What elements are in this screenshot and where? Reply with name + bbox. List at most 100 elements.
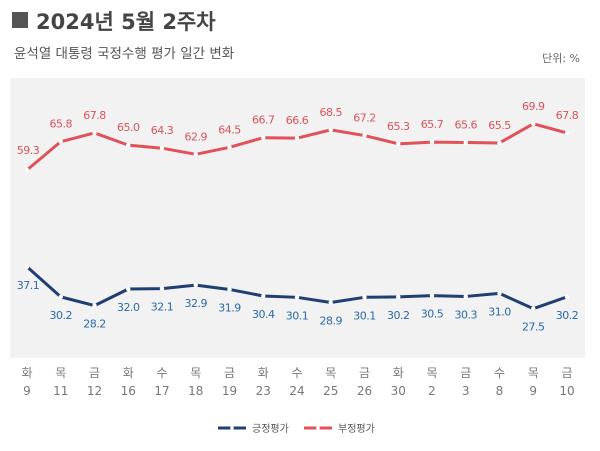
data-point xyxy=(429,293,435,298)
data-point xyxy=(159,146,165,151)
data-label: 31.9 xyxy=(218,301,241,314)
data-label: 30.4 xyxy=(252,308,275,321)
x-tick-day: 수 xyxy=(494,366,505,380)
data-label: 64.5 xyxy=(218,123,241,136)
data-point xyxy=(92,130,97,136)
data-point xyxy=(429,139,435,145)
x-tick-day: 금 xyxy=(460,366,471,380)
x-tick-date: 25 xyxy=(323,384,338,398)
data-label: 65.6 xyxy=(455,119,478,132)
data-label: 37.1 xyxy=(17,279,40,292)
x-tick-date: 8 xyxy=(496,384,504,398)
data-label: 64.3 xyxy=(151,124,174,137)
data-label: 65.3 xyxy=(387,120,410,133)
x-tick-day: 목 xyxy=(528,366,539,380)
x-tick-date: 24 xyxy=(289,384,304,398)
x-tick-date: 9 xyxy=(23,384,31,398)
data-point xyxy=(193,282,198,288)
data-label: 59.3 xyxy=(17,144,40,157)
data-point xyxy=(328,300,333,305)
x-tick-date: 16 xyxy=(121,384,136,398)
data-point xyxy=(159,286,165,291)
data-label: 67.8 xyxy=(83,109,106,122)
data-point xyxy=(227,287,232,292)
data-label: 32.1 xyxy=(151,301,174,314)
data-point xyxy=(24,167,30,173)
data-point xyxy=(564,294,570,300)
data-point xyxy=(564,130,570,136)
data-point xyxy=(463,140,468,145)
data-label: 30.2 xyxy=(387,309,410,322)
x-tick-date: 17 xyxy=(154,384,169,398)
data-point xyxy=(294,295,300,300)
plot-area xyxy=(10,78,585,358)
data-label: 68.5 xyxy=(320,106,343,119)
x-tick-day: 목 xyxy=(325,366,336,380)
data-label: 65.7 xyxy=(421,118,444,131)
data-point xyxy=(227,145,232,150)
data-label: 66.6 xyxy=(286,114,309,127)
data-point xyxy=(328,127,333,133)
data-point xyxy=(396,141,401,147)
data-point xyxy=(24,264,30,269)
data-label: 30.2 xyxy=(50,309,73,322)
data-point xyxy=(261,293,266,299)
data-label: 67.8 xyxy=(556,109,579,122)
x-tick-day: 수 xyxy=(156,366,167,380)
legend-label: 긍정평가 xyxy=(252,423,289,435)
data-label: 30.3 xyxy=(455,308,478,321)
title-square-icon xyxy=(12,12,28,28)
data-point xyxy=(362,295,367,300)
data-label: 32.0 xyxy=(117,301,140,314)
data-point xyxy=(362,133,367,138)
data-label: 65.5 xyxy=(488,119,511,132)
data-point xyxy=(531,306,536,311)
x-tick-date: 19 xyxy=(222,384,237,398)
legend: 긍정평가 부정평가 xyxy=(218,423,375,435)
x-tick-date: 9 xyxy=(529,384,537,398)
data-label: 67.2 xyxy=(353,112,376,125)
data-point xyxy=(294,135,300,141)
data-label: 28.9 xyxy=(320,315,343,328)
x-tick-day: 금 xyxy=(561,366,572,380)
x-tick-day: 금 xyxy=(359,366,370,380)
data-point xyxy=(261,135,266,140)
legend-label: 부정평가 xyxy=(338,423,375,435)
x-tick-day: 수 xyxy=(291,366,302,380)
data-label: 32.9 xyxy=(185,297,208,310)
x-tick-date: 12 xyxy=(87,384,102,398)
data-label: 28.2 xyxy=(83,318,106,331)
data-point xyxy=(497,140,502,146)
data-label: 65.0 xyxy=(117,121,140,134)
x-tick-day: 화 xyxy=(393,366,404,380)
data-point xyxy=(463,294,468,299)
x-tick-day: 화 xyxy=(258,366,269,380)
x-tick-day: 목 xyxy=(55,366,66,380)
data-point xyxy=(497,291,502,296)
data-label: 30.2 xyxy=(556,309,579,322)
data-point xyxy=(58,139,63,144)
data-label: 69.9 xyxy=(522,100,545,113)
data-label: 30.5 xyxy=(421,308,444,321)
data-label: 30.1 xyxy=(286,309,309,322)
x-tick-day: 목 xyxy=(190,366,201,380)
data-label: 62.9 xyxy=(185,130,208,143)
x-tick-date: 2 xyxy=(428,384,436,398)
x-tick-date: 30 xyxy=(391,384,406,398)
data-label: 27.5 xyxy=(522,321,545,334)
data-label: 30.1 xyxy=(353,309,376,322)
data-point xyxy=(531,121,536,126)
x-tick-date: 18 xyxy=(188,384,203,398)
data-point xyxy=(58,294,63,300)
legend-swatch-dot xyxy=(316,426,320,430)
x-tick-date: 10 xyxy=(559,384,574,398)
x-tick-date: 23 xyxy=(256,384,271,398)
unit-label: 단위: % xyxy=(542,52,580,65)
data-point xyxy=(193,152,198,157)
data-point xyxy=(396,294,401,300)
x-tick-day: 금 xyxy=(224,366,235,380)
x-tick-date: 26 xyxy=(357,384,372,398)
x-tick-day: 화 xyxy=(123,366,134,380)
x-tick-day: 금 xyxy=(89,366,100,380)
